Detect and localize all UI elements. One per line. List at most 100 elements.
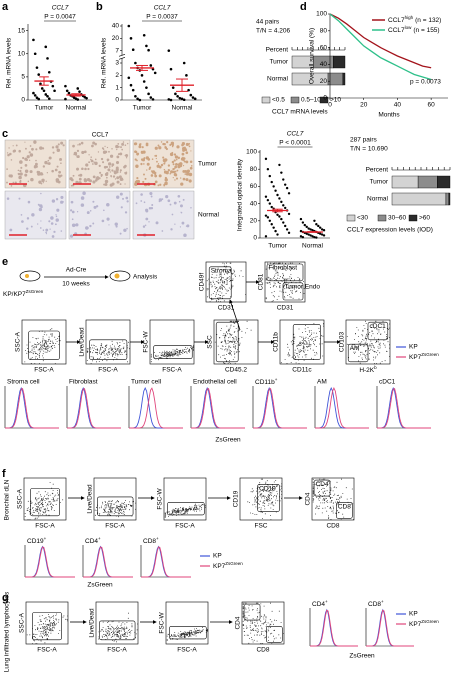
histogram-title-text: CD11b <box>255 379 275 386</box>
y-tick-label: 10 <box>18 50 26 57</box>
y-axis-label: CD4 <box>235 616 242 629</box>
data-point <box>138 98 142 102</box>
data-point <box>278 197 281 200</box>
data-point <box>178 96 182 100</box>
histogram-title-text: CD8 <box>143 538 156 545</box>
data-point <box>315 223 318 226</box>
data-point <box>129 37 133 40</box>
histogram-curve <box>366 608 414 647</box>
gate <box>215 321 239 363</box>
gate-label-text: CD19 <box>259 485 276 492</box>
legend-label-text: KP7 <box>409 621 422 628</box>
data-point <box>33 52 37 56</box>
gate-label: cDC1 <box>370 323 387 330</box>
micrograph <box>132 190 195 240</box>
histogram-curve <box>377 387 431 429</box>
histogram-curve <box>83 546 133 578</box>
legend-label: <0.5 <box>272 97 285 104</box>
y-axis-label: Integrated optical density <box>237 158 244 231</box>
data-point <box>307 227 310 230</box>
data-point <box>270 205 273 209</box>
data-point <box>274 229 277 233</box>
histogram-title-text: CD19 <box>27 538 44 545</box>
gate <box>89 339 128 360</box>
gate <box>266 626 283 643</box>
histogram-title: CD19+ <box>27 536 47 545</box>
data-point <box>285 186 289 190</box>
data-point <box>276 193 279 197</box>
data-point <box>268 202 271 205</box>
histogram-curve <box>253 387 307 429</box>
gate-label: Fibroblast <box>269 265 298 272</box>
flow-events <box>247 478 282 520</box>
data-point <box>264 214 268 217</box>
data-point <box>47 70 51 74</box>
data-point <box>282 204 285 207</box>
x-axis-label: H-2Kb <box>359 365 377 374</box>
x-axis-label-sup: b <box>374 365 377 370</box>
histogram-title-sup: + <box>44 536 47 541</box>
gate <box>29 488 60 517</box>
histogram-title: AM <box>317 379 327 386</box>
y-axis-label: SSC-A <box>17 488 24 509</box>
legend-label-rest: (n = 155) <box>413 27 439 34</box>
legend-label: KP7ZsGreen <box>213 561 243 570</box>
data-point <box>266 216 270 219</box>
gate-label: CD19+ <box>259 483 279 492</box>
x-axis-label: CD8 <box>326 523 339 530</box>
gate-label: CD8+ <box>338 501 354 510</box>
data-point <box>53 89 56 93</box>
bar-segment <box>333 55 346 69</box>
histogram-title: CD4+ <box>85 536 101 545</box>
y-tick-label: 100 <box>246 149 257 156</box>
data-point <box>37 97 41 101</box>
y-tick-label: 100 <box>316 11 327 18</box>
data-point <box>76 87 80 90</box>
data-point <box>322 229 326 232</box>
y-axis-label: Rel. mRNA levels <box>101 37 108 88</box>
gate <box>169 626 207 640</box>
data-point <box>319 226 322 229</box>
x-axis-label: CD11c <box>292 367 312 374</box>
gate <box>31 612 62 641</box>
legend-label: KP <box>409 611 418 618</box>
gate-label: Stroma <box>211 268 232 275</box>
x-tick-label: Tumor <box>268 243 287 250</box>
y-tick-label: 60 <box>250 183 258 190</box>
data-point <box>65 89 69 93</box>
chart-title: CCL7 <box>287 131 304 138</box>
histogram-title: Tumor cell <box>131 379 162 386</box>
data-point <box>182 61 186 65</box>
histogram-title-sup: + <box>325 599 328 604</box>
legend-label: 0.5–10 <box>301 97 321 104</box>
y-tick-label: 40 <box>112 23 120 30</box>
legend-label: >60 <box>419 215 430 222</box>
data-point <box>32 91 35 95</box>
x-axis-label: Percent <box>266 47 289 54</box>
flow-plot-frame <box>149 319 195 365</box>
note: 44 pairs <box>256 19 280 26</box>
histogram-curve <box>25 545 75 578</box>
histogram-curve <box>366 609 414 647</box>
data-point <box>142 80 146 83</box>
data-point <box>264 235 268 238</box>
y-tick-label: 0 <box>21 97 25 104</box>
data-point <box>299 229 303 233</box>
data-point <box>264 195 268 198</box>
x-tick-label: 20 <box>360 102 368 109</box>
data-point <box>309 228 312 231</box>
y-tick-label: 5 <box>21 74 25 81</box>
data-point <box>311 229 314 232</box>
gate <box>282 282 304 301</box>
gate-label: Tumor Endo <box>285 284 321 291</box>
flow-plot-frame <box>95 601 139 645</box>
histogram-curve <box>67 387 121 429</box>
flow-plot-frame <box>21 319 67 365</box>
data-point <box>182 98 186 102</box>
x-tick-label: 0 <box>328 102 332 109</box>
data-point <box>142 33 146 37</box>
chart-title: CCL7 <box>52 5 69 12</box>
data-point <box>42 89 46 93</box>
row-label: Tumor <box>198 161 217 168</box>
legend-label-rest: (n = 132) <box>415 17 441 24</box>
